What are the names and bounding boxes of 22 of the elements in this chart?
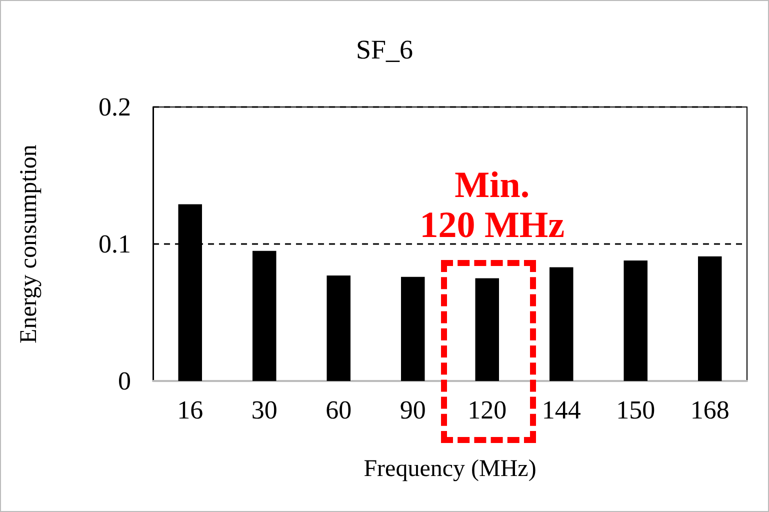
x-tick-label: 144 [542, 396, 581, 424]
x-tick-label: 90 [400, 396, 426, 424]
x-tick-label: 168 [690, 396, 730, 424]
bar [400, 276, 425, 381]
y-tick-label: 0.1 [98, 230, 131, 258]
x-tick-label: 120 [468, 396, 507, 424]
x-tick-label: 60 [326, 396, 352, 424]
bar [624, 260, 648, 381]
bar [698, 256, 722, 381]
x-tick-label: 150 [616, 396, 656, 424]
annotation: Min. 120 MHz [420, 165, 565, 246]
y-tick-label: 0 [118, 366, 131, 396]
bar [326, 276, 351, 381]
bar [475, 278, 500, 381]
bar [252, 250, 276, 381]
x-tick-label: 30 [251, 396, 278, 424]
bar [549, 267, 574, 381]
x-axis-title: Frequency (MHz) [364, 456, 536, 482]
chart-title: SF_6 [356, 34, 414, 64]
y-tick-label: 0.2 [98, 92, 131, 122]
y-axis-title: Energy consumption [16, 144, 42, 344]
x-tick-label: 16 [177, 396, 204, 424]
